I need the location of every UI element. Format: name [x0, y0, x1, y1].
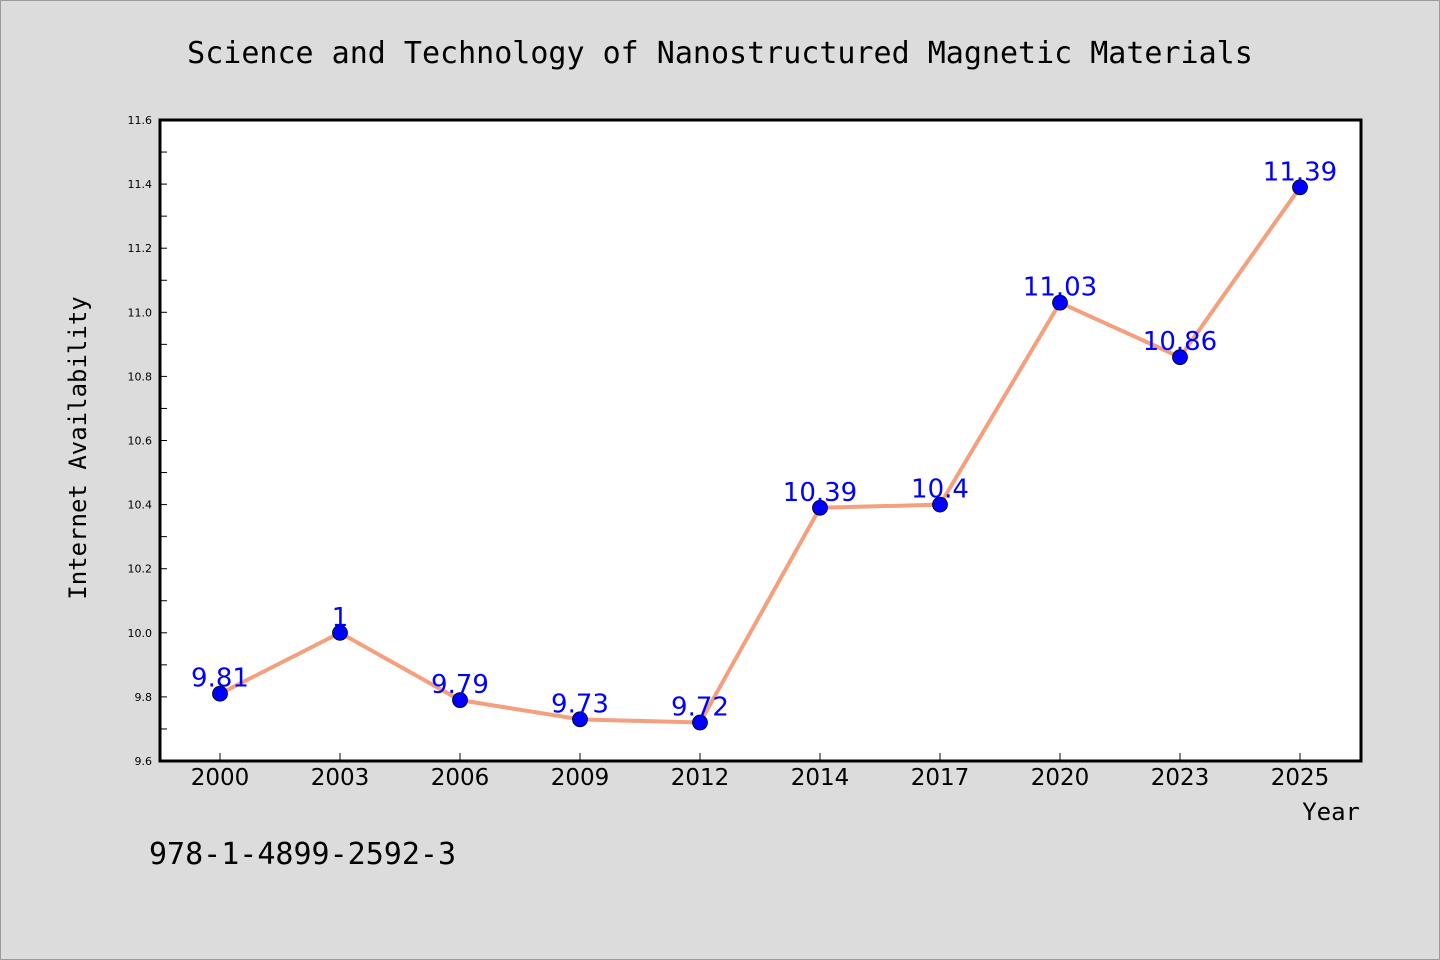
x-tick-label: 2014 [791, 765, 850, 791]
y-tick-label: 11.6 [128, 114, 153, 127]
data-label: 1 [332, 603, 349, 633]
x-tick-label: 2025 [1271, 765, 1330, 791]
data-point [812, 499, 828, 516]
y-tick-label: 10.6 [128, 435, 153, 448]
plot-border [158, 118, 1363, 763]
data-label: 9.73 [551, 689, 609, 719]
data-label: 9.79 [431, 670, 489, 700]
data-label: 11.03 [1023, 273, 1097, 303]
data-point [332, 624, 348, 641]
data-point [212, 685, 228, 702]
y-tick-label: 9.6 [135, 755, 153, 768]
y-tick-label: 10.4 [128, 499, 153, 512]
x-tick-label: 2012 [671, 765, 730, 791]
chart-title: Science and Technology of Nanostructured… [187, 36, 1253, 71]
y-tick-label: 10.0 [128, 627, 153, 640]
data-label: 11.39 [1263, 157, 1337, 187]
y-axis-ticks: 9.6 9.8 10.0 10.2 10.4 10.6 10.8 11.0 11.2 11.4 11… [128, 114, 167, 768]
series-line [219, 186, 1302, 725]
y-tick-label: 10.2 [128, 563, 153, 576]
x-tick-label: 2017 [911, 765, 970, 791]
y-axis-label: Internet Availability [64, 296, 92, 599]
data-point [572, 711, 588, 728]
data-label: 10.39 [783, 478, 857, 508]
data-label: 9.81 [191, 664, 249, 694]
data-point [1052, 294, 1068, 311]
x-tick-label: 2003 [311, 765, 370, 791]
x-tick-label: 2023 [1151, 765, 1210, 791]
y-tick-label: 10.8 [128, 370, 153, 383]
plot-area [160, 120, 1361, 761]
series-layer [212, 179, 1308, 731]
x-tick-label: 2020 [1031, 765, 1090, 791]
data-label: 10.86 [1143, 327, 1217, 357]
data-labels: 9.81 1 9.79 9.73 9.72 10.39 10.4 11.03 10.86 11.3… [191, 157, 1337, 722]
data-label: 10.4 [911, 475, 969, 505]
x-tick-label: 2006 [431, 765, 490, 791]
x-axis-label: Year [1302, 798, 1360, 826]
data-label: 9.72 [671, 693, 729, 723]
data-point [1172, 349, 1188, 366]
isbn-text: 978-1-4899-2592-3 [149, 837, 456, 872]
y-tick-label: 9.8 [135, 691, 153, 704]
data-point [452, 692, 468, 709]
y-tick-label: 11.0 [128, 306, 153, 319]
x-axis-ticks: 2000 2003 2006 2009 2012 2014 2017 2020 2023 2025 [191, 753, 1330, 791]
y-tick-label: 11.2 [128, 242, 153, 255]
x-tick-label: 2009 [551, 765, 610, 791]
x-tick-label: 2000 [191, 765, 250, 791]
data-point [1292, 179, 1308, 196]
y-tick-label: 11.4 [128, 178, 153, 191]
data-point [932, 496, 948, 513]
data-point [692, 714, 708, 731]
